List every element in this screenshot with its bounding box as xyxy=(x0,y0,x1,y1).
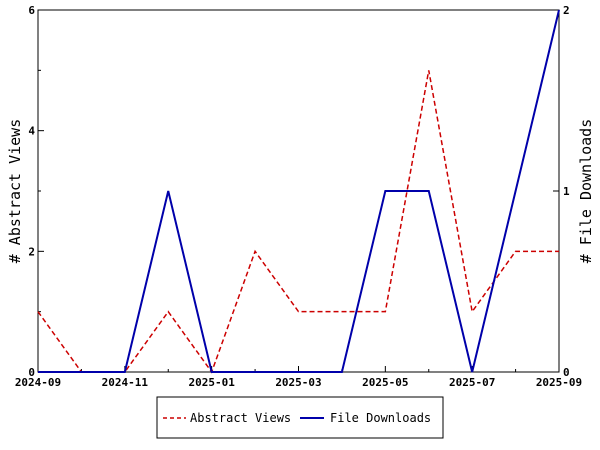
right-y-tick-label: 1 xyxy=(563,185,570,198)
legend-label-abstract-views: Abstract Views xyxy=(190,411,291,425)
series-line-abstract-views xyxy=(37,70,559,374)
left-y-tick-label: 4 xyxy=(28,125,35,138)
left-y-axis-label: # Abstract Views xyxy=(6,119,24,264)
x-tick-label: 2025-01 xyxy=(188,376,235,389)
series-lines xyxy=(37,9,560,374)
x-tick-label: 2024-11 xyxy=(102,376,149,389)
x-tick-label: 2025-07 xyxy=(449,376,495,389)
series-line-file-downloads xyxy=(38,9,560,373)
right-y-tick-label: 2 xyxy=(563,4,570,17)
legend: Abstract Views File Downloads xyxy=(156,396,444,439)
plot-area xyxy=(37,9,560,373)
right-y-axis-ticks: 0 1 2 xyxy=(553,4,570,379)
x-axis-ticks: 2024-09 2024-11 2025-01 2025-03 2025-05 2025-… xyxy=(15,366,582,389)
left-y-tick-label: 6 xyxy=(28,4,35,17)
left-y-tick-label: 0 xyxy=(28,366,35,379)
x-tick-label: 2025-05 xyxy=(362,376,408,389)
x-tick-label: 2025-03 xyxy=(275,376,321,389)
left-y-tick-label: 2 xyxy=(28,245,35,258)
legend-label-file-downloads: File Downloads xyxy=(330,411,431,425)
x-tick-label: 2024-09 xyxy=(15,376,61,389)
x-tick-label: 2025-09 xyxy=(536,376,582,389)
right-y-axis-label: # File Downloads xyxy=(577,119,595,264)
right-y-tick-label: 0 xyxy=(563,366,570,379)
